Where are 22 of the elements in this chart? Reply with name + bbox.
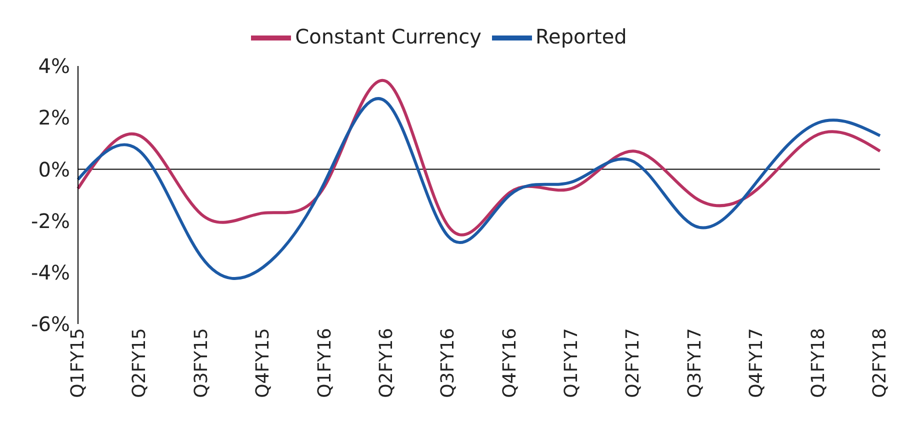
y-tick-label: -6% — [31, 312, 70, 336]
x-tick-label: Q3FY16 — [438, 328, 459, 398]
x-tick-label: Q4FY17 — [746, 328, 768, 398]
x-tick-label: Q2FY16 — [376, 328, 397, 398]
x-tick-label: Q1FY17 — [561, 328, 582, 398]
x-tick-label: Q4FY15 — [252, 328, 274, 398]
x-tick-label: Q2FY18 — [870, 328, 890, 398]
x-tick-label: Q3FY15 — [190, 328, 212, 398]
y-tick-label: 4% — [38, 54, 70, 78]
y-tick-label: -2% — [31, 208, 70, 233]
x-tick-label: Q2FY15 — [129, 328, 150, 398]
x-tick-label: Q1FY18 — [808, 328, 829, 398]
x-tick-label: Q4FY16 — [499, 328, 520, 398]
x-tick-label: Q3FY17 — [684, 328, 706, 398]
legend-label: Reported — [536, 24, 627, 48]
y-tick-label: -4% — [31, 260, 70, 284]
legend-label: Constant Currency — [295, 24, 482, 48]
x-tick-label: Q2FY17 — [622, 328, 644, 398]
x-tick-label: Q1FY16 — [314, 328, 336, 398]
y-tick-label: 0% — [38, 157, 70, 182]
x-tick-label: Q1FY15 — [68, 328, 88, 398]
y-tick-label: 2% — [38, 106, 70, 130]
